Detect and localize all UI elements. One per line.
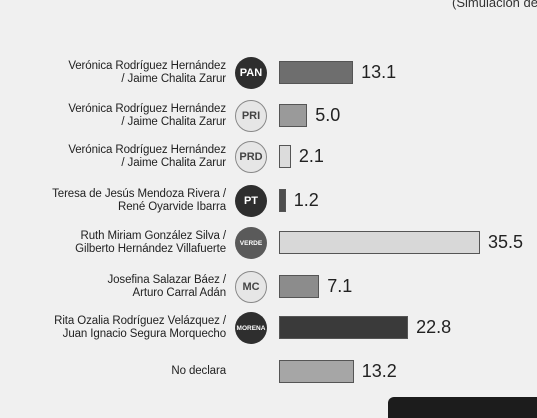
bar-value-label: 13.1: [361, 62, 397, 82]
candidate-line1: Teresa de Jesús Mendoza Rivera /: [52, 188, 226, 200]
party-logo-text: VERDE: [239, 239, 263, 247]
bar-value-label: 1.2: [293, 190, 319, 210]
party-logo-pan: PAN: [235, 57, 267, 89]
candidate-label: Verónica Rodríguez Hernández / Jaime Chal…: [0, 60, 226, 85]
candidate-line1: Verónica Rodríguez Hernández: [68, 60, 226, 72]
candidate-label: Verónica Rodríguez Hernández / Jaime Chal…: [0, 144, 226, 169]
bar: [279, 316, 409, 339]
candidate-label: Josefina Salazar Báez / Arturo Carral Adá…: [0, 274, 226, 299]
party-logo-text: MORENA: [236, 324, 266, 332]
candidate-line1: Verónica Rodríguez Hernández: [68, 103, 226, 115]
chart-subtitle: (Simulación de: [452, 0, 537, 10]
bar: [279, 275, 320, 298]
party-logo-verde: VERDE: [235, 227, 267, 259]
candidate-line1: Josefina Salazar Báez /: [107, 274, 226, 286]
party-logo-morena: MORENA: [235, 312, 267, 344]
candidate-line1: Ruth Miriam González Silva /: [80, 230, 227, 242]
candidate-label: Teresa de Jesús Mendoza Rivera / René Oya…: [0, 188, 226, 213]
candidate-line1: Verónica Rodríguez Hernández: [68, 144, 226, 156]
party-logo-prd: PRD: [235, 141, 267, 173]
bar-value-label: 13.2: [361, 361, 397, 381]
candidate-label: Ruth Miriam González Silva / Gilberto Her…: [0, 230, 226, 255]
party-logo-text: PT: [243, 194, 259, 207]
candidate-line2: René Oyarvide Ibarra: [118, 200, 226, 213]
candidate-line2: / Jaime Chalita Zarur: [121, 72, 226, 85]
bar-value-label: 2.1: [298, 146, 324, 166]
bar: [279, 189, 286, 212]
party-logo-pri: PRI: [235, 100, 267, 132]
bar-value-label: 35.5: [488, 232, 524, 252]
candidate-label: Verónica Rodríguez Hernández / Jaime Chal…: [0, 103, 226, 128]
party-logo-text: PRI: [241, 109, 261, 122]
candidate-label: No declara: [0, 365, 226, 378]
candidate-line1: No declara: [171, 365, 226, 377]
bar: [279, 104, 308, 127]
bar-value-label: 5.0: [315, 105, 341, 125]
candidate-line2: / Jaime Chalita Zarur: [121, 156, 226, 169]
party-logo-text: MC: [242, 280, 260, 293]
party-logo-text: PAN: [239, 66, 263, 79]
candidate-label: Rita Ozalia Rodríguez Velázquez / Juan Ig…: [0, 315, 226, 340]
bar-value-label: 22.8: [416, 317, 452, 337]
bar: [279, 360, 354, 383]
bottom-overlay-bar: [388, 397, 537, 418]
candidate-line2: Arturo Carral Adán: [132, 286, 227, 299]
party-logo-text: PRD: [239, 150, 263, 163]
bar: [279, 61, 354, 84]
candidate-line1: Rita Ozalia Rodríguez Velázquez /: [54, 315, 226, 327]
bar-value-label: 7.1: [327, 276, 353, 296]
candidate-line2: Juan Ignacio Segura Morquecho: [62, 327, 226, 340]
candidate-line2: Gilberto Hernández Villafuerte: [75, 242, 226, 255]
bar: [279, 145, 291, 168]
party-logo-pt: PT: [235, 185, 267, 217]
candidate-line2: / Jaime Chalita Zarur: [121, 115, 226, 128]
bar: [279, 231, 480, 254]
party-logo-mc: MC: [235, 271, 267, 303]
